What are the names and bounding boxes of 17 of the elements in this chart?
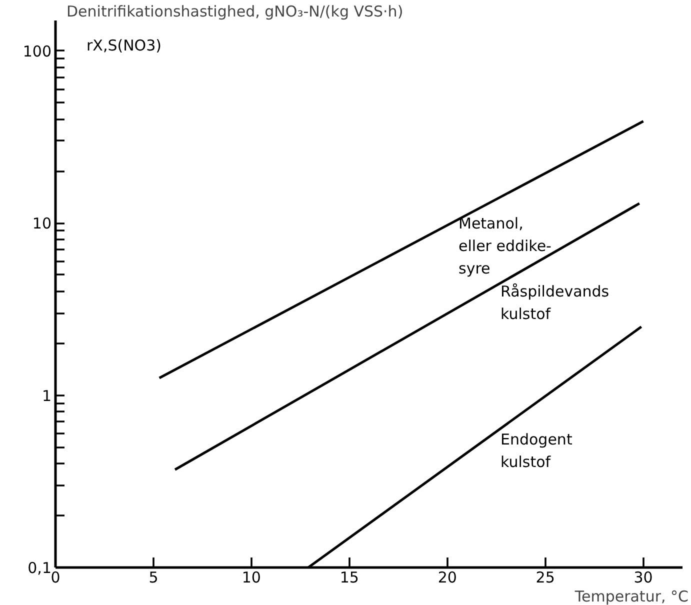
- x-tick-label: 10: [242, 568, 261, 586]
- annotation: Endogent kulstof: [500, 430, 572, 471]
- annotation: Denitrifikationshastighed, gNO₃-N/(kg VSS·h): [66, 2, 404, 20]
- y-tick-label: 1: [42, 386, 52, 405]
- x-axis-title: Temperatur, °C: [574, 588, 689, 605]
- x-tick-label: 0: [50, 568, 60, 586]
- y-tick-label: 100: [22, 42, 52, 60]
- x-tick-label: 25: [536, 568, 555, 586]
- y-tick-label: 0,1: [28, 559, 52, 577]
- x-tick-label: 5: [148, 568, 158, 586]
- annotation: Metanol, eller eddike- syre: [458, 214, 552, 278]
- x-tick-label: 30: [634, 568, 653, 586]
- y-tick-label: 10: [32, 214, 52, 233]
- annotation: rX,S(NO3): [86, 36, 162, 54]
- annotation: Råspildevands kulstof: [500, 282, 610, 323]
- x-tick-label: 20: [438, 568, 457, 586]
- x-tick-label: 15: [340, 568, 359, 586]
